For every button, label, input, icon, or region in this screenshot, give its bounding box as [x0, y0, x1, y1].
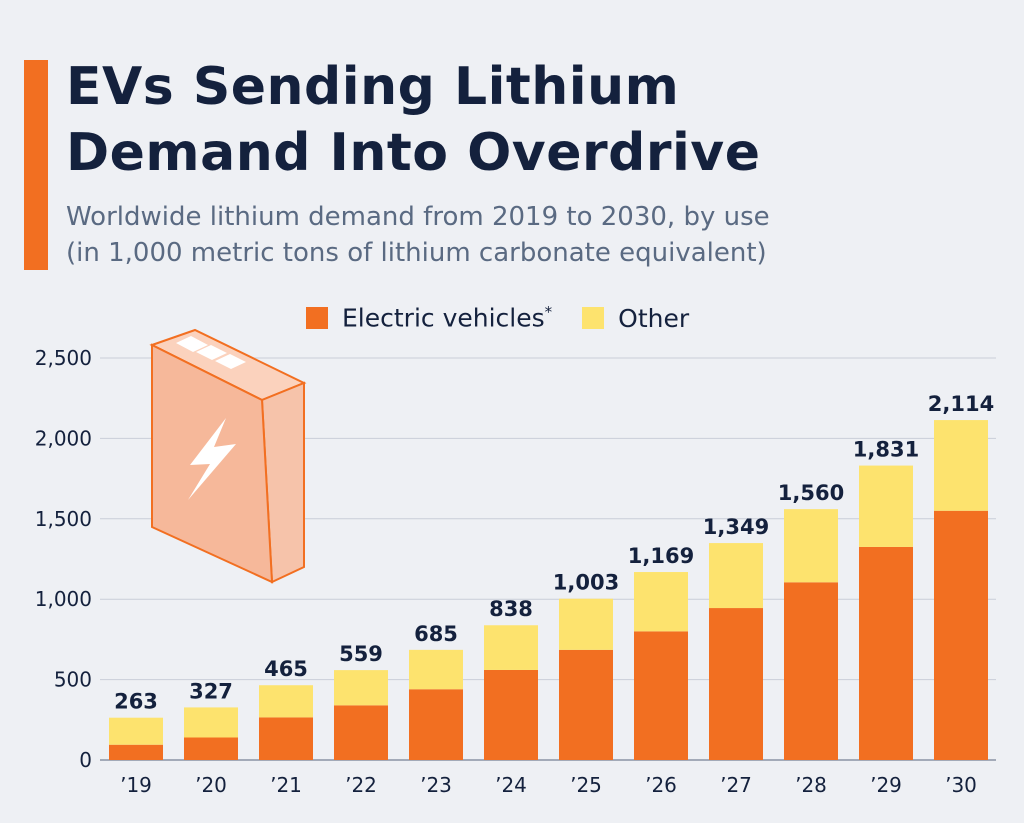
subtitle-line-2: (in 1,000 metric tons of lithium carbona… [66, 238, 767, 268]
bar-ev [559, 649, 613, 760]
bar-ev [634, 631, 688, 760]
bar-ev [409, 689, 463, 760]
bar-total-label: 1,349 [703, 515, 769, 539]
bar-other [409, 649, 463, 690]
x-tick-label: ’22 [345, 773, 377, 797]
title-line-1: EVs Sending Lithium [66, 57, 680, 117]
bar-total-label: 465 [264, 657, 308, 681]
x-tick-label: ’30 [945, 773, 977, 797]
bar-other [484, 625, 538, 670]
bar-total-label: 327 [189, 679, 233, 703]
y-tick-label: 2,500 [35, 346, 92, 370]
bar-other [259, 685, 313, 718]
bar-total-label: 1,831 [853, 438, 919, 462]
bar-total-label: 2,114 [928, 392, 994, 416]
bar-ev [859, 546, 913, 760]
y-tick-label: 2,000 [35, 426, 92, 450]
legend-label-other: Other [618, 303, 690, 333]
x-tick-label: ’24 [495, 773, 527, 797]
bars [109, 420, 988, 760]
x-tick-label: ’21 [270, 773, 302, 797]
legend-item-ev: Electric vehicles* [306, 303, 553, 333]
subtitle-line-1: Worldwide lithium demand from 2019 to 20… [66, 202, 770, 232]
x-tick-label: ’23 [420, 773, 452, 797]
legend-label-ev: Electric vehicles* [342, 303, 553, 333]
x-tick-label: ’20 [195, 773, 227, 797]
bar-total-label: 838 [489, 597, 533, 621]
y-tick-label: 1,000 [35, 587, 92, 611]
legend-item-other: Other [582, 304, 689, 333]
y-tick-label: 500 [54, 668, 92, 692]
x-tick-label: ’28 [795, 773, 827, 797]
bar-other [934, 420, 988, 511]
title-line-2: Demand Into Overdrive [66, 123, 761, 183]
legend-swatch-ev [306, 306, 328, 329]
bar-other [109, 717, 163, 745]
bar-ev [184, 737, 238, 760]
bar-other [184, 707, 238, 738]
bar-other [709, 543, 763, 609]
bar-ev [109, 744, 163, 760]
x-tick-label: ’19 [120, 773, 152, 797]
legend-footnote-mark: * [544, 303, 553, 322]
x-axis: ’19 ’20 ’21 ’22 ’23 ’24 ’25 ’26 ’27 ’28 ’29 ’30 [120, 773, 977, 797]
bar-ev [934, 510, 988, 760]
y-tick-label: 0 [79, 748, 92, 772]
battery-lightning-icon [149, 328, 307, 584]
bar-total-label: 559 [339, 642, 383, 666]
bar-total-label: 1,003 [553, 571, 619, 595]
bar-ev [259, 717, 313, 760]
bar-total-label: 1,169 [628, 544, 694, 568]
x-tick-label: ’29 [870, 773, 902, 797]
accent-bar [24, 60, 48, 270]
chart-subtitle: Worldwide lithium demand from 2019 to 20… [66, 199, 966, 271]
bar-ev [484, 669, 538, 760]
x-tick-label: ’25 [570, 773, 602, 797]
bar-other [334, 670, 388, 706]
legend-swatch-other [582, 307, 605, 329]
bar-ev [334, 705, 388, 760]
y-tick-label: 1,500 [35, 507, 92, 531]
x-tick-label: ’26 [645, 773, 677, 797]
y-axis: 0 500 1,000 1,500 2,000 2,500 [35, 346, 92, 772]
bar-other [859, 465, 913, 547]
value-labels: 263 327 465 559 685 838 1,003 1,169 1,349 1,560 1,… [114, 392, 994, 714]
bar-other [634, 572, 688, 632]
x-tick-label: ’27 [720, 773, 752, 797]
bar-other [784, 509, 838, 583]
chart-title: EVs Sending Lithium Demand Into Overdriv… [66, 54, 966, 186]
bar-total-label: 263 [114, 690, 158, 714]
bar-ev [784, 582, 838, 760]
bar-total-label: 685 [414, 622, 458, 646]
legend: Electric vehicles* Other [306, 298, 689, 338]
bar-other [559, 598, 613, 650]
bar-ev [709, 608, 763, 760]
bar-total-label: 1,560 [778, 481, 844, 505]
